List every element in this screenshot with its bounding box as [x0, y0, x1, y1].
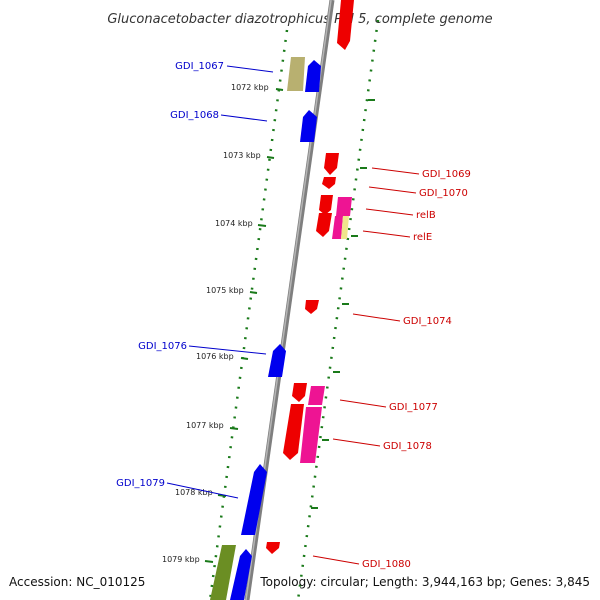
- gene-label-gdi-1076: GDI_1076: [138, 341, 187, 352]
- gene-block-gdi-1066b: [337, 0, 354, 50]
- outer-major-ticks: [311, 99, 375, 509]
- gene-block-rele-b: [332, 216, 343, 239]
- gene-label-gdi-1067: GDI_1067: [175, 61, 224, 72]
- gene-block-rele-c: [341, 216, 349, 239]
- map-title: Gluconacetobacter diazotrophicus PAI 5, …: [107, 12, 492, 27]
- inner-major-ticks: [204, 88, 284, 563]
- scale-label: 1075 kbp: [206, 286, 244, 295]
- gene-label-gdi-1069: GDI_1069: [422, 169, 471, 180]
- gene-label-gdi-1070: GDI_1070: [419, 188, 468, 199]
- gene-block-gdi-1074: [305, 300, 319, 314]
- gene-block-gdi-1066: [287, 57, 305, 91]
- gene-label-rele: relE: [413, 232, 432, 243]
- forward-leader-lines: [166, 65, 274, 499]
- gene-block-gdi-1078-b: [300, 407, 322, 463]
- scale-label: 1072 kbp: [231, 83, 269, 92]
- gene-label-gdi-1077: GDI_1077: [389, 402, 438, 413]
- forward-strand-genes: [210, 57, 321, 600]
- gene-block-gdi-1079: [241, 464, 267, 535]
- gene-block-gdi-1077-a: [292, 383, 307, 402]
- gene-block-relb-b: [336, 197, 352, 216]
- gene-block-gdi-1067: [305, 60, 321, 92]
- gene-block-gdi-1076: [268, 344, 286, 377]
- accession-label: Accession: NC_010125: [9, 575, 145, 589]
- gene-block-gdi-1082: [230, 549, 252, 600]
- gene-label-gdi-1078: GDI_1078: [383, 441, 432, 452]
- gene-block-gdi-1069: [324, 153, 339, 175]
- gene-label-relb: relB: [416, 210, 436, 221]
- scale-label: 1079 kbp: [162, 555, 200, 564]
- reverse-leader-lines: [312, 167, 420, 565]
- gene-label-gdi-1079: GDI_1079: [116, 478, 165, 489]
- scale-label: 1076 kbp: [196, 352, 234, 361]
- topology-label: Topology: circular; Length: 3,944,163 bp…: [259, 575, 590, 589]
- scale-label: 1077 kbp: [186, 421, 224, 430]
- scale-labels: 1072 kbp 1073 kbp 1074 kbp 1075 kbp 1076…: [162, 83, 269, 564]
- gene-block-gdi-1078-a: [283, 404, 304, 460]
- gene-block-gdi-1077-b: [308, 386, 325, 405]
- gene-block-rele-a: [316, 213, 332, 237]
- gene-block-gdi-1081: [210, 545, 236, 600]
- gene-label-gdi-1080: GDI_1080: [362, 559, 411, 570]
- scale-label: 1078 kbp: [175, 488, 213, 497]
- gene-block-gdi-1068: [300, 110, 317, 142]
- gene-block-relb-a: [319, 195, 333, 215]
- gene-block-gdi-1080: [266, 542, 280, 554]
- scale-label: 1073 kbp: [223, 151, 261, 160]
- reverse-gene-labels: GDI_1069 GDI_1070 relB relE GDI_1074 GDI…: [362, 169, 471, 570]
- gene-label-gdi-1074: GDI_1074: [403, 316, 452, 327]
- gene-block-gdi-1070: [322, 177, 336, 189]
- reverse-strand-genes: [266, 0, 354, 554]
- forward-gene-labels: GDI_1067 GDI_1068 GDI_1076 GDI_1079: [116, 61, 224, 489]
- gene-label-gdi-1068: GDI_1068: [170, 110, 219, 121]
- scale-label: 1074 kbp: [215, 219, 253, 228]
